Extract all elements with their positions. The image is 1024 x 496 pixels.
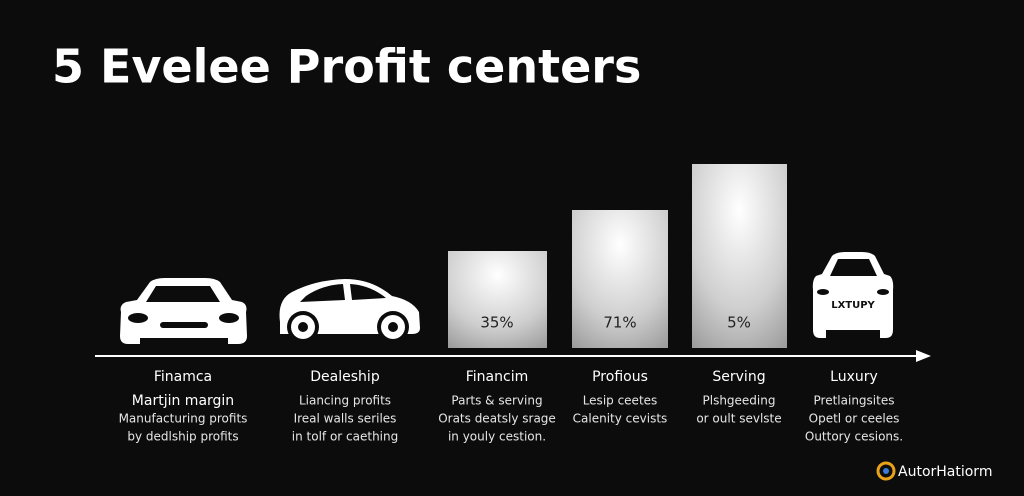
- column-line: Martjin margin: [132, 393, 234, 409]
- bar-label: 71%: [603, 314, 636, 332]
- column-heading: Luxury: [830, 369, 878, 385]
- column-line: by dedlship profits: [127, 430, 238, 444]
- title: 5 Evelee Profit centers: [52, 40, 641, 94]
- column-line: Plshgeeding: [703, 394, 776, 408]
- column-line: Opetl or ceeles: [809, 412, 900, 426]
- bar-shape: [572, 210, 668, 348]
- logo-text: AutorHatiorm: [898, 464, 992, 480]
- bar-shape: [448, 251, 547, 348]
- column-line: Parts & serving: [451, 394, 542, 408]
- column-line: or oult sevlste: [696, 412, 781, 426]
- column-heading: Dealeship: [310, 369, 380, 385]
- column-heading: Profious: [592, 369, 648, 385]
- car-icon: [120, 278, 247, 344]
- column-heading: Serving: [712, 369, 765, 385]
- column-line: Outtory cesions.: [805, 430, 903, 444]
- column-line: Lesip ceetes: [583, 394, 658, 408]
- column-line: Manufacturing profits: [119, 412, 248, 426]
- axis-arrow: [95, 350, 931, 362]
- column-line: Ireal walls seriles: [294, 412, 397, 426]
- car-badge: LXTUPY: [831, 300, 875, 311]
- column-line: Liancing profits: [299, 394, 391, 408]
- bar-label: 5%: [727, 314, 751, 332]
- column-heading: Finamca: [154, 369, 212, 385]
- bar-shape: [692, 164, 787, 348]
- bar-label: 35%: [480, 314, 513, 332]
- column-line: in tolf or caething: [292, 430, 398, 444]
- logo: AutorHatiorm: [876, 461, 992, 481]
- car-icon: [279, 279, 420, 343]
- car-icon: [812, 252, 894, 338]
- column-line: Orats deatsly srage: [438, 412, 556, 426]
- column-line: Calenity cevists: [573, 412, 668, 426]
- column-line: in youly cestion.: [448, 430, 546, 444]
- column-line: Pretlaingsites: [814, 394, 895, 408]
- column-heading: Financim: [466, 369, 528, 385]
